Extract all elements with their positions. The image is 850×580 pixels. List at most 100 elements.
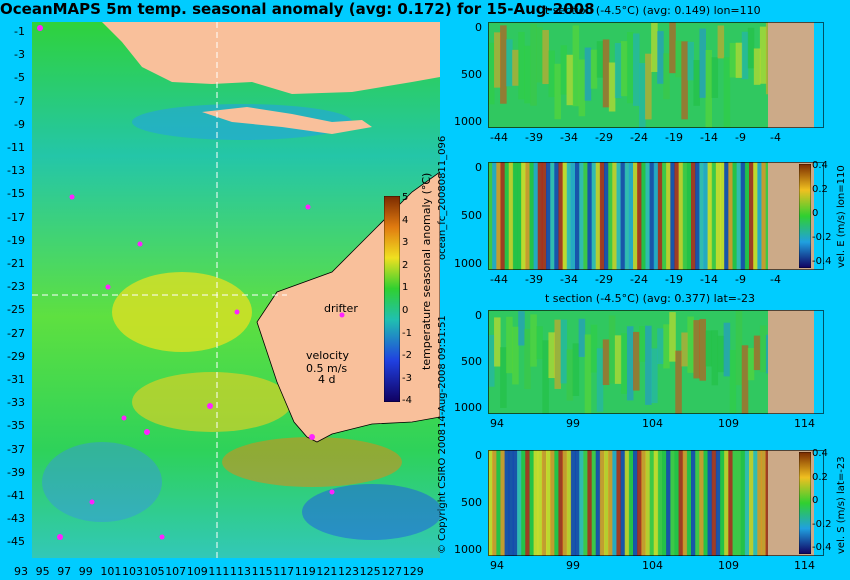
- section-column: [542, 30, 549, 85]
- section-column: [639, 63, 646, 128]
- section-x-tick-label: 99: [566, 559, 580, 572]
- lon-tick-label: 93: [14, 565, 28, 578]
- drifter-label: drifter: [324, 302, 358, 315]
- section-column: [508, 162, 514, 270]
- section-column: [595, 450, 601, 556]
- section-plot: [488, 310, 824, 414]
- section-column: [533, 450, 539, 556]
- section-column: [572, 343, 580, 397]
- section-column: [633, 33, 640, 106]
- section-column: [536, 27, 543, 83]
- section-column: [736, 450, 742, 556]
- section-x-tick-label: -34: [560, 131, 578, 144]
- section-column: [596, 41, 604, 78]
- section-column: [550, 450, 555, 556]
- section-column: [670, 162, 675, 270]
- section-column: [492, 162, 497, 270]
- section-column: [570, 162, 576, 270]
- section-column: [693, 60, 700, 106]
- section-column: [740, 162, 746, 270]
- section-column: [512, 326, 519, 385]
- lat-tick-label: -3: [14, 48, 25, 62]
- section-column: [572, 25, 580, 107]
- section-column: [653, 162, 659, 270]
- section-column: [628, 162, 634, 270]
- section-column: [506, 39, 513, 87]
- section-column: [747, 27, 755, 69]
- lat-tick-label: -35: [7, 419, 25, 433]
- section-column: [715, 162, 721, 270]
- section-column: [686, 162, 692, 270]
- section-column: [662, 450, 667, 556]
- section-x-tick-label: -34: [560, 273, 578, 286]
- section-x-tick-label: -9: [735, 273, 746, 286]
- velocity-colorbar: [799, 452, 811, 554]
- section-x-tick-label: -39: [525, 273, 543, 286]
- depth-tick-label: 1000: [454, 543, 482, 556]
- section-column: [651, 348, 658, 404]
- section-column: [747, 348, 755, 381]
- lat-tick-label: -19: [7, 233, 25, 247]
- section-column: [529, 162, 535, 270]
- section-column: [626, 32, 634, 104]
- section-plot: [488, 450, 824, 556]
- section-column: [628, 450, 634, 556]
- lat-tick-label: -43: [7, 512, 25, 526]
- section-column: [550, 162, 555, 270]
- page-title: OceanMAPS 5m temp. seasonal anomaly (avg…: [0, 0, 595, 18]
- section-column: [637, 450, 642, 556]
- section-column: [741, 345, 749, 414]
- lon-tick-label: 127: [381, 565, 403, 578]
- section-column: [705, 49, 713, 128]
- section-column: [740, 450, 746, 556]
- section-column: [521, 162, 526, 270]
- section-column: [500, 450, 506, 556]
- section-column: [687, 316, 694, 373]
- lat-tick-label: -17: [7, 210, 25, 224]
- section-column: [583, 162, 588, 270]
- section-column: [620, 333, 628, 394]
- section-column: [566, 349, 574, 401]
- section-column: [517, 162, 522, 270]
- section-column: [639, 325, 646, 362]
- section-column: [614, 335, 622, 384]
- depth-tick-label: 1000: [454, 401, 482, 414]
- section-column: [744, 162, 750, 270]
- section-column: [663, 324, 670, 369]
- velocity-colorbar-tick: -0.2: [812, 232, 832, 243]
- section-column: [699, 450, 704, 556]
- section-x-tick-label: -24: [630, 131, 648, 144]
- temperature-colorbar-tick: 4: [402, 214, 409, 226]
- lon-tick-label: 115: [251, 565, 273, 578]
- drifters: [37, 25, 345, 540]
- velocity-colorbar-tick: -0.2: [812, 518, 832, 530]
- section-column: [566, 450, 572, 556]
- section-column: [620, 450, 626, 556]
- section-column: [691, 450, 696, 556]
- section-column: [554, 63, 561, 120]
- section-column: [736, 162, 742, 270]
- section-column: [674, 162, 680, 270]
- section-column: [761, 162, 767, 270]
- cold-anomaly: [42, 442, 162, 522]
- section-x-tick-label: 109: [718, 417, 739, 430]
- anomaly-map: drifter velocity 0.5 m/s 4 d: [32, 22, 440, 558]
- temperature-colorbar-tick: 0: [402, 305, 409, 316]
- lon-tick-label: 103: [122, 565, 143, 578]
- section-column: [533, 162, 539, 270]
- section-column: [500, 162, 506, 270]
- section-column: [695, 162, 700, 270]
- section-column: [566, 54, 574, 106]
- section-column: [674, 450, 680, 556]
- lat-tick-label: -13: [7, 164, 25, 178]
- velocity-colorbar-tick: -0.4: [812, 542, 832, 553]
- section-column: [579, 162, 584, 270]
- section-x-tick-label: -44: [490, 131, 508, 144]
- section-column: [541, 162, 547, 270]
- section-column: [717, 25, 725, 59]
- section-column: [546, 450, 551, 556]
- section-column: [548, 332, 555, 379]
- section-column: [707, 162, 713, 270]
- velocity-colorbar: [799, 164, 811, 268]
- section-column: [590, 49, 598, 89]
